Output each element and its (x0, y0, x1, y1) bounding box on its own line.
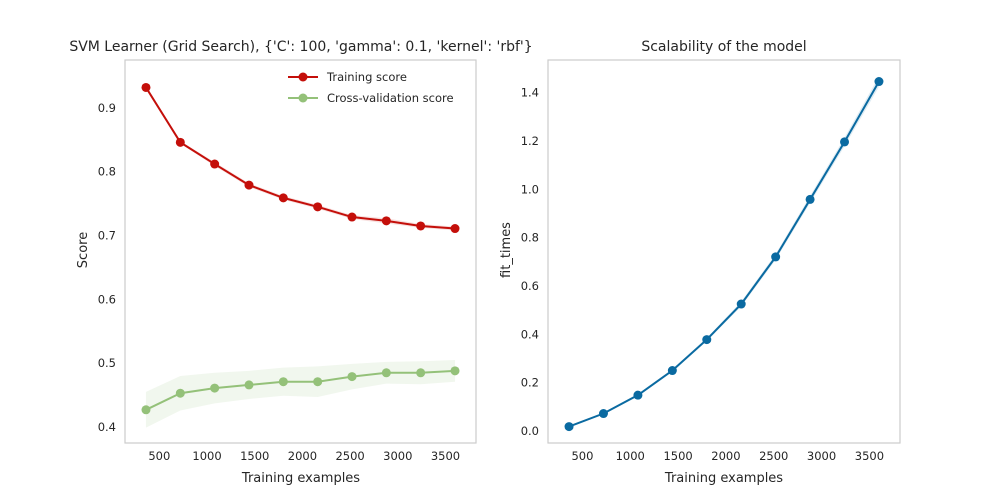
scalability-frame (547, 59, 901, 444)
scalability-plot: Scalability of the model Training exampl… (499, 39, 901, 486)
x-tick-label: 1000 (192, 449, 221, 463)
y-tick-label: 1.0 (521, 182, 539, 196)
x-tick-label: 1000 (616, 449, 645, 463)
series-0-point (347, 212, 357, 222)
series-0-point (313, 202, 323, 212)
series-0-point (175, 137, 185, 147)
learning-curve-ylabel: Score (76, 232, 91, 268)
learning-curve-xlabel: Training examples (241, 471, 360, 486)
y-tick-label: 0.4 (521, 327, 539, 341)
scalability-xlabel: Training examples (664, 471, 783, 486)
series-1-point (416, 368, 426, 378)
x-tick-label: 3500 (431, 449, 460, 463)
series-1-point (313, 377, 323, 387)
x-tick-label: 500 (148, 449, 170, 463)
legend-marker-training (298, 72, 308, 82)
series-0-point (840, 137, 850, 147)
scalability-ylabel: fit_times (499, 222, 514, 278)
series-0-line (145, 86, 456, 230)
legend-marker-cv (298, 93, 308, 103)
series-1-point (347, 372, 357, 382)
series-0-point (141, 82, 151, 92)
y-tick-label: 0.0 (521, 424, 539, 438)
series-0-point (278, 193, 288, 203)
series-0-point (564, 422, 574, 432)
series-0-point (381, 216, 391, 226)
x-tick-label: 3500 (855, 449, 884, 463)
series-0-point (805, 194, 815, 204)
x-tick-label: 2000 (711, 449, 740, 463)
series-0-point (416, 221, 426, 231)
y-tick-label: 0.6 (98, 292, 116, 306)
series-1-std-band (145, 360, 456, 428)
y-tick-label: 0.4 (98, 420, 116, 434)
x-tick-label: 3000 (807, 449, 836, 463)
y-tick-label: 1.2 (521, 134, 539, 148)
learning-curve-legend: Training score Cross-validation score (288, 70, 454, 105)
learning-curve-title: SVM Learner (Grid Search), {'C': 100, 'g… (69, 39, 532, 55)
series-0-point (702, 335, 712, 345)
y-tick-label: 0.5 (98, 356, 116, 370)
y-tick-label: 0.7 (98, 229, 116, 243)
series-1-point (244, 380, 254, 390)
learning-curve-frame (124, 59, 477, 444)
series-0-point (736, 299, 746, 309)
x-tick-label: 2000 (288, 449, 317, 463)
series-0-point (667, 366, 677, 376)
legend-label-cv: Cross-validation score (327, 91, 454, 105)
x-tick-label: 500 (571, 449, 593, 463)
y-tick-label: 1.4 (521, 86, 539, 100)
series-0-std-band (569, 76, 879, 428)
y-tick-label: 0.2 (521, 376, 539, 390)
y-tick-label: 0.8 (521, 231, 539, 245)
scalability-title: Scalability of the model (641, 39, 806, 55)
series-1-point (381, 368, 391, 378)
series-0-point (210, 159, 220, 169)
y-tick-label: 0.9 (98, 101, 116, 115)
series-0-point (633, 390, 643, 400)
series-1-point (141, 405, 151, 415)
series-1-point (175, 388, 185, 398)
learning-curve-plot: SVM Learner (Grid Search), {'C': 100, 'g… (69, 39, 532, 486)
series-0-line (568, 81, 880, 428)
x-tick-label: 3000 (383, 449, 412, 463)
series-0-point (771, 252, 781, 262)
x-tick-label: 2500 (335, 449, 364, 463)
y-tick-label: 0.8 (98, 165, 116, 179)
series-1-point (278, 377, 288, 387)
x-tick-label: 1500 (663, 449, 692, 463)
series-0-point (598, 409, 608, 419)
x-tick-label: 1500 (240, 449, 269, 463)
series-0-point (244, 180, 254, 190)
y-tick-label: 0.6 (521, 279, 539, 293)
series-1-point (210, 383, 220, 393)
series-1-line (145, 369, 456, 411)
legend-label-training: Training score (326, 70, 407, 84)
series-1-point (450, 366, 460, 376)
series-0-std-band (145, 86, 456, 231)
series-0-point (450, 224, 460, 234)
x-tick-label: 2500 (759, 449, 788, 463)
series-0-point (874, 77, 884, 87)
